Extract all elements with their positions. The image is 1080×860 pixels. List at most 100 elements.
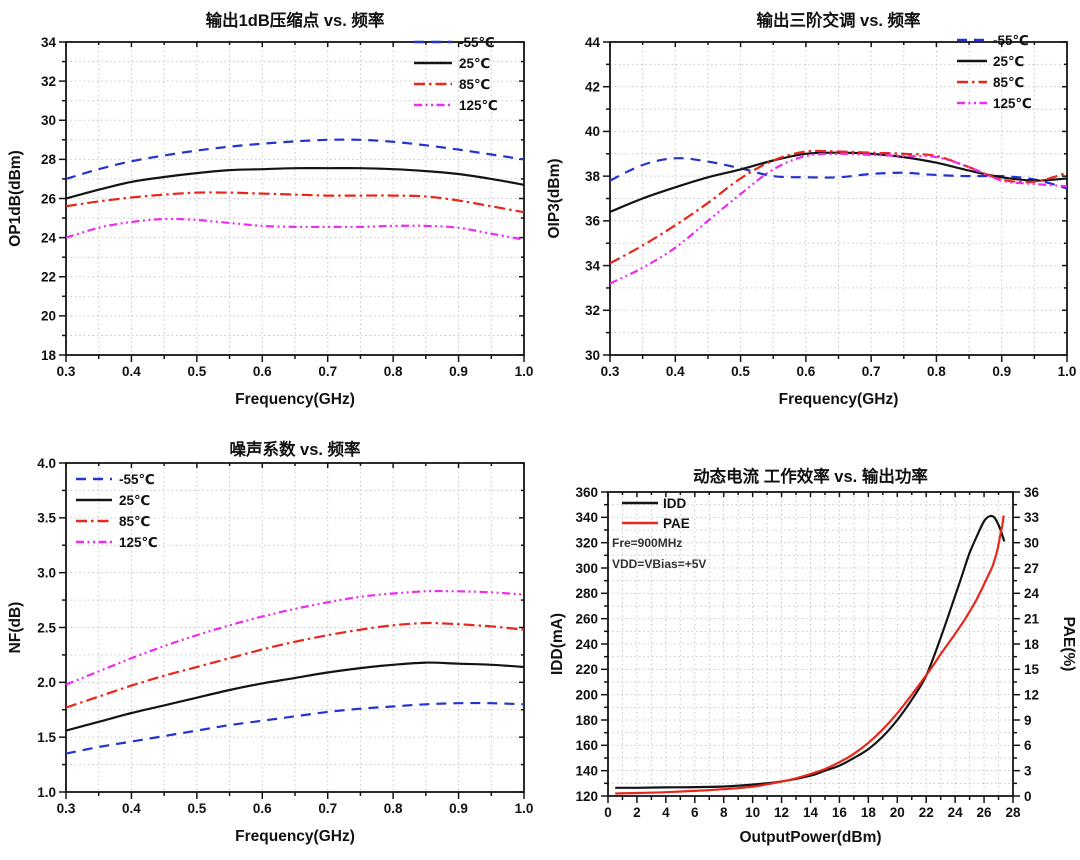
y-tick-label: 120 xyxy=(575,789,598,804)
x-tick-label: 8 xyxy=(720,805,728,820)
x-tick-label: 12 xyxy=(774,805,789,820)
y-tick-label: 32 xyxy=(41,74,56,89)
legend-label-minus55: -55℃ xyxy=(459,35,495,50)
y-tick-label: 240 xyxy=(575,637,598,652)
legend-label-minus55: -55℃ xyxy=(119,472,155,487)
x-tick-label: 6 xyxy=(691,805,699,820)
y2-tick-label: 33 xyxy=(1024,510,1040,525)
y2-tick-label: 36 xyxy=(1024,485,1040,500)
series-line-t25 xyxy=(66,167,524,200)
y2-tick-label: 9 xyxy=(1024,713,1032,728)
y-tick-label: 1.5 xyxy=(37,730,56,745)
legend-label-t25: 25℃ xyxy=(119,493,150,508)
y-tick-label: 260 xyxy=(575,611,598,626)
series-line-pae xyxy=(615,515,1005,795)
x-tick-label: 0.4 xyxy=(122,364,141,379)
x-tick-label: 0.9 xyxy=(449,364,468,379)
x-tick-label: 0 xyxy=(604,805,612,820)
chart-title: 噪声系数 vs. 频率 xyxy=(229,439,360,459)
x-tick-label: 0.6 xyxy=(253,801,272,816)
y-tick-label: 22 xyxy=(41,270,56,285)
chart-title: 动态电流 工作效率 vs. 输出功率 xyxy=(693,466,928,486)
series-line-t85 xyxy=(66,621,524,709)
x-tick-label: 28 xyxy=(1005,805,1021,820)
x-tick-label: 0.7 xyxy=(318,801,337,816)
legend-label-t85: 85℃ xyxy=(459,77,490,92)
chart-title: 输出1dB压缩点 vs. 频率 xyxy=(206,10,385,30)
legend-label-t85: 85℃ xyxy=(119,514,150,529)
x-tick-label: 0.3 xyxy=(601,364,620,379)
x-tick-label: 18 xyxy=(861,805,877,820)
y2-tick-label: 3 xyxy=(1024,763,1032,778)
x-tick-label: 0.7 xyxy=(318,364,337,379)
series-line-t85 xyxy=(610,149,1067,265)
x-tick-label: 1.0 xyxy=(515,801,534,816)
y-tick-label: 220 xyxy=(575,662,598,677)
nf-chart: 0.3 0.4 0.5 0.6 0.7 0.8 0.9 1.0 1.0 1.5 2.0 2.5 3.0 3… xyxy=(7,439,534,845)
y2-tick-label: 30 xyxy=(1024,535,1039,550)
y-tick-label: 180 xyxy=(575,713,598,728)
y-tick-label: 34 xyxy=(585,258,601,273)
chart-nf-panel: 0.3 0.4 0.5 0.6 0.7 0.8 0.9 1.0 1.0 1.5 2.0 2.5 3.0 3… xyxy=(0,430,540,860)
x-axis-label: Frequency(GHz) xyxy=(779,391,899,408)
x-tick-label: 20 xyxy=(890,805,905,820)
x-tick-label: 16 xyxy=(832,805,848,820)
y-tick-label: 300 xyxy=(575,561,598,576)
legend-label-t25: 25℃ xyxy=(993,54,1024,69)
y-tick-label: 3.0 xyxy=(37,565,56,580)
y-tick-label: 360 xyxy=(575,485,598,500)
x-tick-label: 26 xyxy=(977,805,993,820)
series-line-t125 xyxy=(66,589,524,686)
y-tick-label: 160 xyxy=(575,738,598,753)
y-tick-label: 4.0 xyxy=(37,456,56,471)
x-tick-label: 0.9 xyxy=(992,364,1011,379)
y-axis-label: OP1dB(dBm) xyxy=(7,150,24,246)
y-tick-label: 1.0 xyxy=(37,785,56,800)
x-tick-label: 0.8 xyxy=(384,801,403,816)
y-tick-label: 26 xyxy=(41,191,57,206)
y-tick-label: 280 xyxy=(575,586,598,601)
legend-label-t125: 125℃ xyxy=(459,98,498,113)
y-tick-label: 44 xyxy=(585,35,601,50)
x-tick-label: 0.3 xyxy=(57,801,76,816)
series-line-minus55 xyxy=(66,138,524,180)
y2-tick-label: 12 xyxy=(1024,687,1039,702)
x-tick-label: 0.9 xyxy=(449,801,468,816)
chart-oip3-panel: 0.3 0.4 0.5 0.6 0.7 0.8 0.9 1.0 30 32 34 36 38 40 42 44… xyxy=(540,0,1080,430)
legend-label-t85: 85℃ xyxy=(993,75,1024,90)
y-tick-label: 30 xyxy=(585,348,600,363)
y2-tick-label: 24 xyxy=(1024,586,1040,601)
y-tick-label: 340 xyxy=(575,510,598,525)
y2-tick-label: 6 xyxy=(1024,738,1032,753)
y-tick-label: 18 xyxy=(41,348,57,363)
y-tick-label: 140 xyxy=(575,763,598,778)
legend-label-minus55: -55℃ xyxy=(993,33,1029,48)
x-axis-label: Frequency(GHz) xyxy=(235,391,355,408)
y-tick-label: 320 xyxy=(575,535,598,550)
series-line-minus55 xyxy=(66,701,524,755)
y-tick-label: 34 xyxy=(41,35,57,50)
annotation-text: Fre=900MHz xyxy=(612,536,682,550)
y-tick-label: 2.0 xyxy=(37,675,56,690)
chart-idd-pae-panel: 0 2 4 6 8 10 12 14 16 18 20 22 24 26 28 120 140 160 180 200… xyxy=(540,430,1080,860)
x-tick-label: 0.5 xyxy=(731,364,750,379)
x-axis-label: OutputPower(dBm) xyxy=(739,829,881,846)
x-tick-label: 0.5 xyxy=(187,364,206,379)
legend-label-t125: 125℃ xyxy=(119,535,158,550)
x-tick-label: 4 xyxy=(662,805,670,820)
y-tick-label: 40 xyxy=(585,124,600,139)
y2-tick-label: 21 xyxy=(1024,611,1040,626)
y-tick-label: 32 xyxy=(585,303,600,318)
y-tick-label: 3.5 xyxy=(37,511,56,526)
x-tick-label: 0.3 xyxy=(57,364,76,379)
y2-tick-label: 27 xyxy=(1024,561,1039,576)
chart-op1db-panel: 0.3 0.4 0.5 0.6 0.7 0.8 0.9 1.0 18 20 22 24 26 28 30 32… xyxy=(0,0,540,430)
legend-label-t125: 125℃ xyxy=(993,96,1032,111)
x-tick-label: 1.0 xyxy=(1058,364,1077,379)
op1db-chart: 0.3 0.4 0.5 0.6 0.7 0.8 0.9 1.0 18 20 22 24 26 28 30 32… xyxy=(7,10,533,408)
y-axis-label: IDD(mA) xyxy=(549,613,566,675)
x-tick-label: 0.8 xyxy=(927,364,946,379)
y-tick-label: 24 xyxy=(41,230,57,245)
x-tick-label: 0.5 xyxy=(187,801,206,816)
